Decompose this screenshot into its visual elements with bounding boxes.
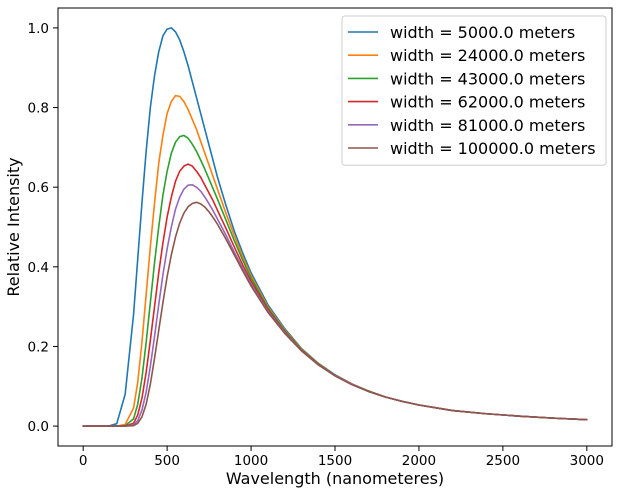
x-axis-label: Wavelength (nanometeres) xyxy=(226,469,444,488)
legend-box xyxy=(341,15,607,166)
y-tick-label: 0.0 xyxy=(28,419,49,435)
legend: width = 5000.0 meters width = 24000.0 met… xyxy=(341,15,607,166)
legend-entry-label: width = 43000.0 meters xyxy=(390,69,585,88)
y-tick-label: 1.0 xyxy=(28,21,49,37)
y-axis: 0.0 0.2 0.4 0.6 0.8 1.0 xyxy=(28,21,58,435)
series-line-6 xyxy=(82,201,588,427)
y-tick-label: 0.8 xyxy=(28,101,49,117)
y-tick-label: 0.6 xyxy=(28,180,49,196)
legend-entry-label: width = 100000.0 meters xyxy=(390,139,596,158)
x-tick-label: 500 xyxy=(154,453,180,469)
y-axis-label: Relative Intensity xyxy=(4,157,23,296)
x-tick-label: 1000 xyxy=(234,453,268,469)
legend-entry-label: width = 5000.0 meters xyxy=(390,23,575,42)
y-tick-label: 0.4 xyxy=(28,260,49,276)
legend-entry-label: width = 24000.0 meters xyxy=(390,46,585,65)
x-tick-label: 2000 xyxy=(402,453,436,469)
x-tick-label: 1500 xyxy=(318,453,352,469)
x-tick-label: 3000 xyxy=(570,453,604,469)
x-tick-label: 0 xyxy=(79,453,88,469)
legend-entry-label: width = 81000.0 meters xyxy=(390,116,585,135)
y-tick-label: 0.2 xyxy=(28,339,49,355)
x-axis: 0 500 1000 1500 2000 2500 3000 xyxy=(79,446,604,469)
x-tick-label: 2500 xyxy=(486,453,520,469)
legend-entry-label: width = 62000.0 meters xyxy=(390,93,585,112)
series-layer xyxy=(82,27,588,427)
